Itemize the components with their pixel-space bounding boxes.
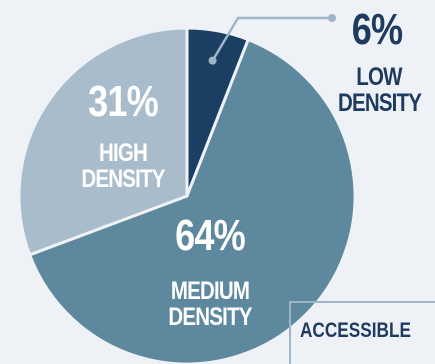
high-density-percent: 31% <box>88 77 159 126</box>
label-low-density: 6% <box>348 8 405 52</box>
high-density-name-line1: HIGH <box>99 139 148 167</box>
low-density-name: LOW DENSITY <box>338 63 422 117</box>
medium-density-name: MEDIUM DENSITY <box>161 278 259 330</box>
low-density-name-line1: LOW <box>356 63 402 91</box>
medium-density-name-line2: DENSITY <box>168 303 252 331</box>
high-density-name: HIGH DENSITY <box>78 140 168 192</box>
medium-density-name-line1: MEDIUM <box>170 277 250 305</box>
high-density-name-line2: DENSITY <box>81 165 165 193</box>
medium-density-percent: 64% <box>175 211 246 260</box>
callout-line-low-density <box>211 16 330 62</box>
low-density-name-line2: DENSITY <box>338 89 422 117</box>
callout-end-dot <box>328 14 336 22</box>
label-high-density: 31% <box>78 80 168 124</box>
low-density-percent: 6% <box>351 5 403 54</box>
footer-accessible-text: ACCESSIBLE <box>300 319 411 342</box>
footer-bracket-line <box>289 301 435 364</box>
pie-slice-medium-density <box>27 37 357 364</box>
pie-slice-high-density <box>17 26 189 257</box>
label-medium-density: 64% <box>165 214 255 258</box>
